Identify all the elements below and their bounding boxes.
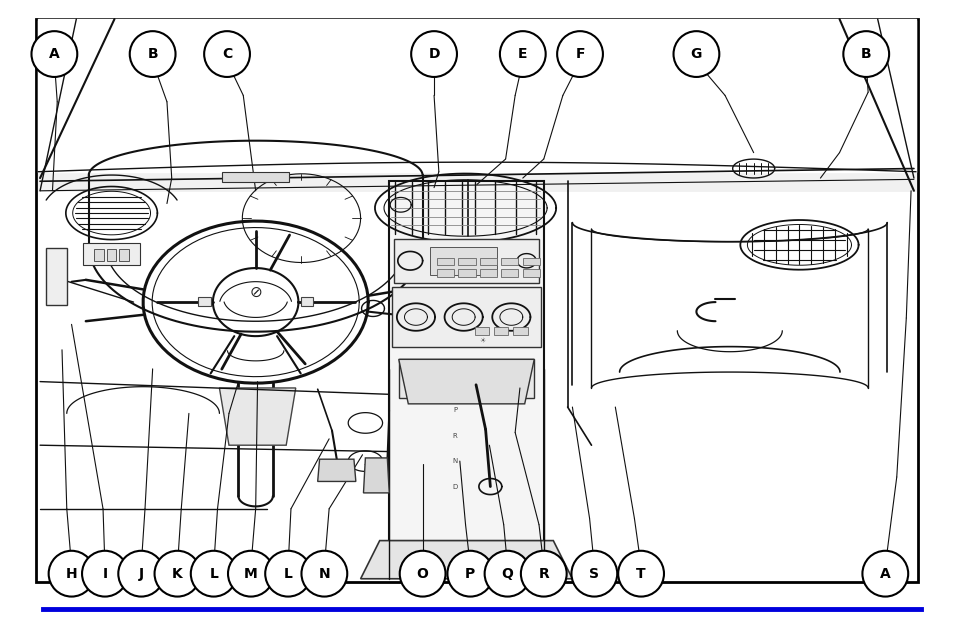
Text: N: N <box>452 458 457 464</box>
Ellipse shape <box>130 31 175 77</box>
Text: O: O <box>416 567 428 581</box>
Text: A: A <box>879 567 890 581</box>
Text: G: G <box>690 47 701 61</box>
Bar <box>475 327 489 335</box>
Text: M: M <box>244 567 257 581</box>
Ellipse shape <box>399 551 445 597</box>
Text: S: S <box>589 567 598 581</box>
Polygon shape <box>38 19 915 579</box>
Ellipse shape <box>520 551 566 597</box>
Bar <box>500 269 518 277</box>
Bar <box>457 258 475 265</box>
Ellipse shape <box>204 31 250 77</box>
Bar <box>500 258 518 265</box>
Bar <box>119 249 129 261</box>
Polygon shape <box>219 388 295 445</box>
Text: ⊘: ⊘ <box>249 285 262 300</box>
Ellipse shape <box>484 551 530 597</box>
Ellipse shape <box>301 551 347 597</box>
Bar <box>300 297 314 305</box>
Ellipse shape <box>31 31 77 77</box>
Text: J: J <box>138 567 144 581</box>
Ellipse shape <box>191 551 236 597</box>
Ellipse shape <box>118 551 164 597</box>
Bar <box>436 269 454 277</box>
Text: L: L <box>283 567 293 581</box>
Bar <box>222 172 289 183</box>
Bar <box>513 327 527 335</box>
Bar <box>107 249 116 261</box>
Text: N: N <box>318 567 330 581</box>
Ellipse shape <box>571 551 617 597</box>
Text: L: L <box>209 567 218 581</box>
Polygon shape <box>363 458 389 493</box>
Bar <box>197 297 211 305</box>
Bar <box>436 258 454 265</box>
Bar <box>430 247 497 275</box>
Bar <box>394 238 538 283</box>
Ellipse shape <box>618 551 663 597</box>
Ellipse shape <box>82 551 128 597</box>
Ellipse shape <box>862 551 907 597</box>
Bar <box>36 19 917 582</box>
Ellipse shape <box>842 31 888 77</box>
Text: C: C <box>222 47 232 61</box>
Text: H: H <box>66 567 77 581</box>
Text: I: I <box>102 567 108 581</box>
Bar <box>83 243 140 265</box>
Polygon shape <box>317 459 355 481</box>
Ellipse shape <box>447 551 493 597</box>
Polygon shape <box>389 181 543 541</box>
Polygon shape <box>398 359 534 404</box>
Bar <box>479 258 497 265</box>
Ellipse shape <box>411 31 456 77</box>
Bar <box>392 287 540 347</box>
Text: D: D <box>428 47 439 61</box>
Text: K: K <box>172 567 183 581</box>
Ellipse shape <box>557 31 602 77</box>
Bar <box>94 249 104 261</box>
Bar <box>457 269 475 277</box>
Text: P: P <box>453 407 456 413</box>
Text: R: R <box>537 567 549 581</box>
Polygon shape <box>398 359 534 398</box>
Polygon shape <box>360 541 572 579</box>
Bar <box>522 258 539 265</box>
Text: E: E <box>517 47 527 61</box>
Ellipse shape <box>499 31 545 77</box>
Text: B: B <box>147 47 158 61</box>
Text: D: D <box>452 483 457 490</box>
Bar <box>46 248 67 305</box>
Bar <box>522 269 539 277</box>
Ellipse shape <box>49 551 94 597</box>
Text: A: A <box>49 47 60 61</box>
Text: R: R <box>453 432 456 439</box>
Bar <box>479 269 497 277</box>
Text: T: T <box>636 567 645 581</box>
Text: B: B <box>860 47 871 61</box>
Ellipse shape <box>673 31 719 77</box>
Ellipse shape <box>154 551 200 597</box>
Ellipse shape <box>265 551 311 597</box>
Text: P: P <box>465 567 475 581</box>
Ellipse shape <box>228 551 274 597</box>
Text: Q: Q <box>501 567 513 581</box>
Text: ☀: ☀ <box>479 338 485 345</box>
Bar <box>494 327 508 335</box>
Text: F: F <box>575 47 584 61</box>
